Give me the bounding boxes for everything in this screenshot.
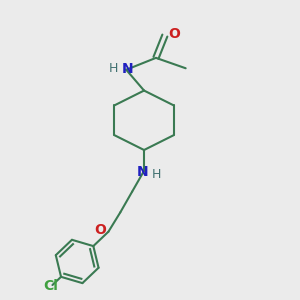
Text: N: N — [122, 61, 134, 76]
Text: H: H — [109, 62, 118, 75]
Text: H: H — [152, 168, 161, 181]
Text: N: N — [137, 165, 148, 179]
Text: O: O — [168, 27, 180, 41]
Text: O: O — [94, 223, 106, 237]
Text: Cl: Cl — [44, 279, 59, 292]
